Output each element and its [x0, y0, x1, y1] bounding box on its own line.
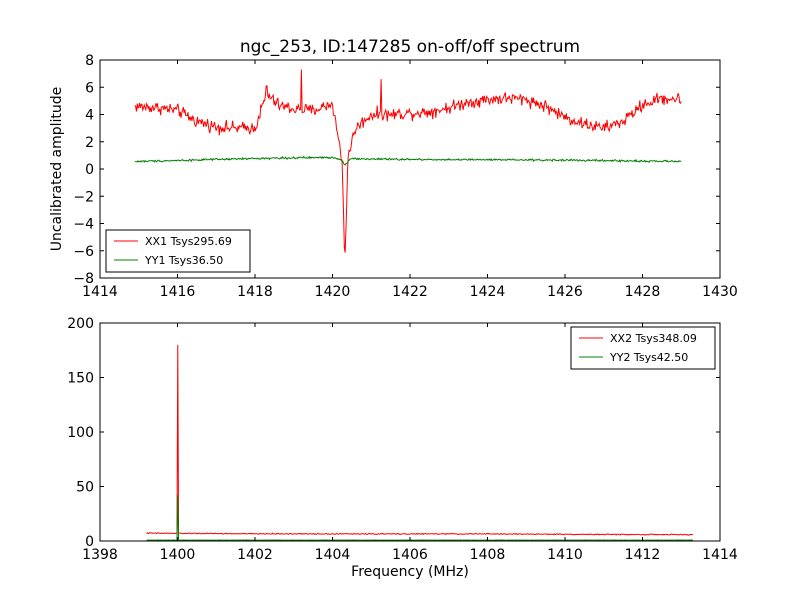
- legend-label: XX1 Tsys295.69: [145, 235, 232, 248]
- legend: XX1 Tsys295.69 YY1 Tsys36.50: [105, 229, 251, 273]
- y-tick-label: 150: [67, 371, 94, 387]
- legend-label: XX2 Tsys348.09: [610, 332, 697, 345]
- y-tick-label: 100: [67, 425, 94, 441]
- x-tick-label: 1430: [702, 284, 738, 300]
- x-tick-label: 1428: [625, 284, 661, 300]
- y-tick-label: −2: [73, 189, 94, 205]
- y-tick-label: 50: [76, 480, 94, 496]
- legend-box: [570, 326, 716, 370]
- legend: XX2 Tsys348.09 YY2 Tsys42.50: [570, 326, 716, 370]
- y-tick-label: 8: [85, 53, 94, 69]
- x-tick-label: 1400: [160, 547, 196, 563]
- bottom-spectrum-chart: Frequency (MHz) 1398 1400 1402 1404 1406 1408…: [67, 316, 738, 580]
- series-line-yy2: [146, 495, 693, 541]
- legend-box: [105, 229, 251, 273]
- x-tick-label: 1418: [237, 284, 273, 300]
- x-tick-label: 1414: [82, 284, 118, 300]
- y-axis-label: Uncalibrated amplitude: [49, 87, 65, 252]
- x-tick-label: 1426: [547, 284, 583, 300]
- y-tick-label: 200: [67, 316, 94, 332]
- x-tick-label: 1410: [547, 547, 583, 563]
- x-tick-label: 1414: [702, 547, 738, 563]
- top-spectrum-chart: ngc_253, ID:147285 on-off/off spectrum U…: [49, 37, 738, 300]
- series-line-yy1: [134, 155, 682, 166]
- y-tick-label: 0: [85, 534, 94, 550]
- y-tick-label: −4: [73, 217, 94, 233]
- series-line-xx2: [146, 344, 693, 536]
- y-tick-label: 2: [85, 135, 94, 151]
- y-tick-label: −6: [73, 244, 94, 260]
- x-tick-label: 1420: [315, 284, 351, 300]
- y-tick-label: 0: [85, 162, 94, 178]
- legend-label: YY1 Tsys36.50: [144, 254, 223, 267]
- x-tick-label: 1404: [315, 547, 351, 563]
- x-tick-label: 1406: [392, 547, 428, 563]
- y-tick-label: 4: [85, 108, 94, 124]
- y-tick-label: −8: [73, 271, 94, 287]
- y-tick-label: 6: [85, 80, 94, 96]
- x-tick-label: 1398: [82, 547, 118, 563]
- x-tick-label: 1416: [160, 284, 196, 300]
- chart-title: ngc_253, ID:147285 on-off/off spectrum: [240, 37, 580, 57]
- x-tick-label: 1402: [237, 547, 273, 563]
- x-tick-label: 1424: [470, 284, 506, 300]
- x-tick-label: 1408: [470, 547, 506, 563]
- x-tick-label: 1412: [625, 547, 661, 563]
- x-tick-label: 1422: [392, 284, 428, 300]
- x-axis-label: Frequency (MHz): [351, 564, 469, 580]
- legend-label: YY2 Tsys42.50: [609, 351, 688, 364]
- series-line-xx1: [134, 69, 682, 253]
